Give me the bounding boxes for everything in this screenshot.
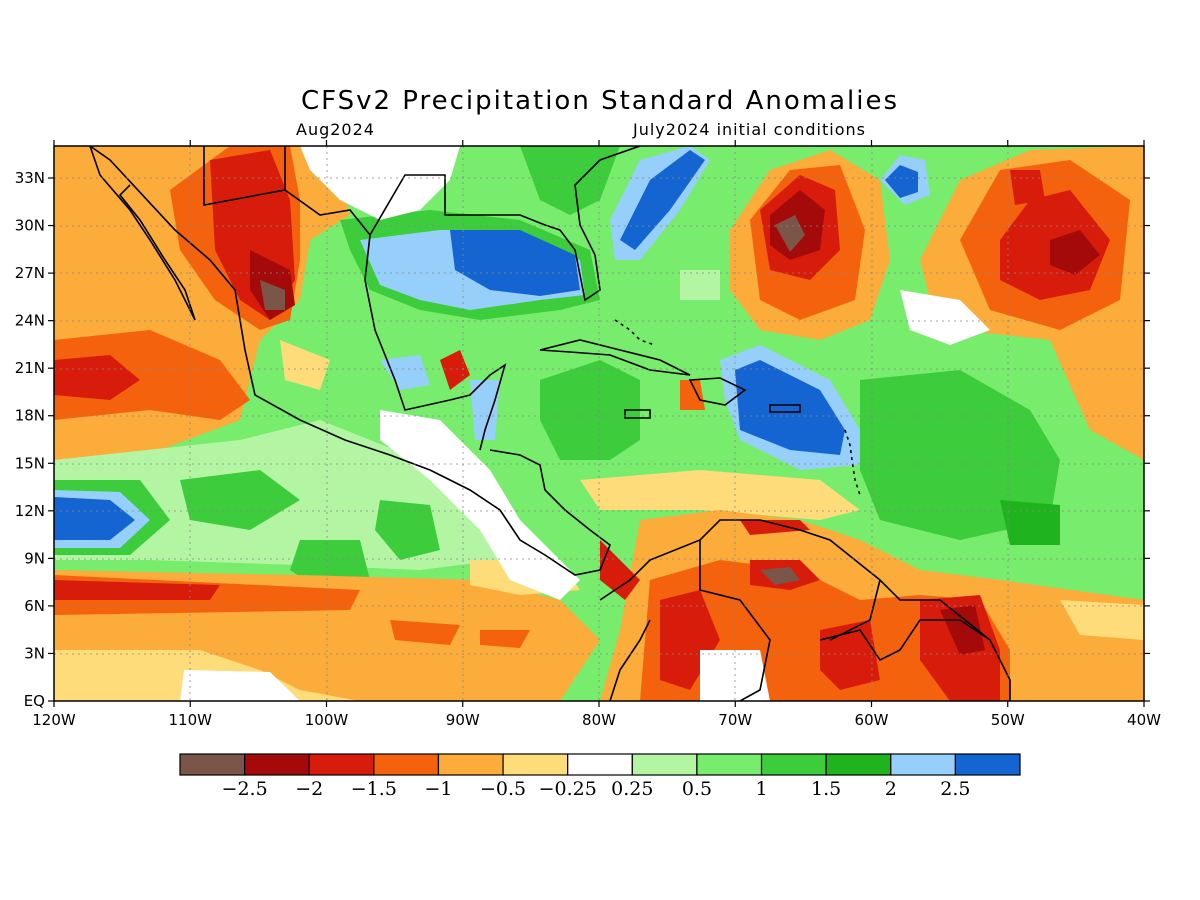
lat-label: 3N [24, 644, 45, 662]
colorbar-swatch [696, 753, 763, 776]
coastlines [89, 146, 1011, 701]
colorbar-swatch [890, 753, 956, 776]
chart-title: CFSv2 Precipitation Standard Anomalies [300, 86, 900, 116]
lon-label: 80W [582, 711, 616, 729]
colorbar-swatch [308, 753, 375, 776]
lat-label: 9N [24, 549, 45, 567]
colorbar-swatch [244, 753, 310, 776]
valid-month: Aug2024 [296, 120, 375, 139]
lon-label: 70W [718, 711, 752, 729]
colorbar-label: −1 [424, 778, 452, 800]
graticule [54, 146, 1144, 701]
colorbar-swatch [631, 753, 698, 776]
lat-label: 30N [15, 217, 45, 235]
colorbar-swatch [502, 753, 569, 776]
lon-label: 90W [446, 711, 480, 729]
latitude-axis: 33N 30N 27N 24N 21N 18N 15N 12N 9N 6N 3N EQ [15, 169, 1150, 710]
lat-label: 21N [15, 359, 45, 377]
lat-label: 15N [15, 454, 45, 472]
colorbar-swatch [437, 753, 504, 776]
colorbar-label: −2.5 [222, 778, 268, 800]
lon-label: 40W [1127, 711, 1161, 729]
colorbar-label: 1 [755, 778, 767, 800]
lat-label: 6N [24, 597, 45, 615]
colorbar-label: −0.5 [480, 778, 526, 800]
colorbar-swatch [179, 753, 246, 776]
initial-conditions: July2024 initial conditions [633, 120, 866, 139]
lat-label: 18N [15, 407, 45, 425]
colorbar-label: −0.25 [539, 778, 597, 800]
colorbar-swatch [760, 753, 827, 776]
colorbar-label: 1.5 [811, 778, 841, 800]
colorbar-swatch [954, 753, 1021, 776]
lat-label: 33N [15, 169, 45, 187]
lon-label: 120W [32, 711, 76, 729]
colorbar-label: 2 [885, 778, 897, 800]
colorbar-label: 0.5 [682, 778, 712, 800]
lat-label: 12N [15, 502, 45, 520]
colorbar-label: 2.5 [940, 778, 970, 800]
longitude-axis: 120W 110W 100W 90W 80W 70W 60W 50W 40W [32, 140, 1161, 729]
lon-label: 60W [855, 711, 889, 729]
lon-label: 50W [991, 711, 1025, 729]
lat-label: 27N [15, 264, 45, 282]
lon-label: 100W [305, 711, 349, 729]
lon-label: 110W [169, 711, 213, 729]
lat-label: EQ [24, 692, 45, 710]
colorbar-swatch [373, 753, 440, 776]
lat-label: 24N [15, 312, 45, 330]
colorbar: −2.5 −2 −1.5 −1 −0.5 −0.25 0.25 0.5 1 1.5 2 2.5 [179, 753, 1021, 800]
colorbar-swatch [825, 753, 892, 776]
colorbar-label: −2 [295, 778, 323, 800]
anomaly-field [54, 146, 1144, 701]
colorbar-swatch [567, 753, 633, 776]
colorbar-label: 0.25 [611, 778, 653, 800]
colorbar-label: −1.5 [351, 778, 397, 800]
